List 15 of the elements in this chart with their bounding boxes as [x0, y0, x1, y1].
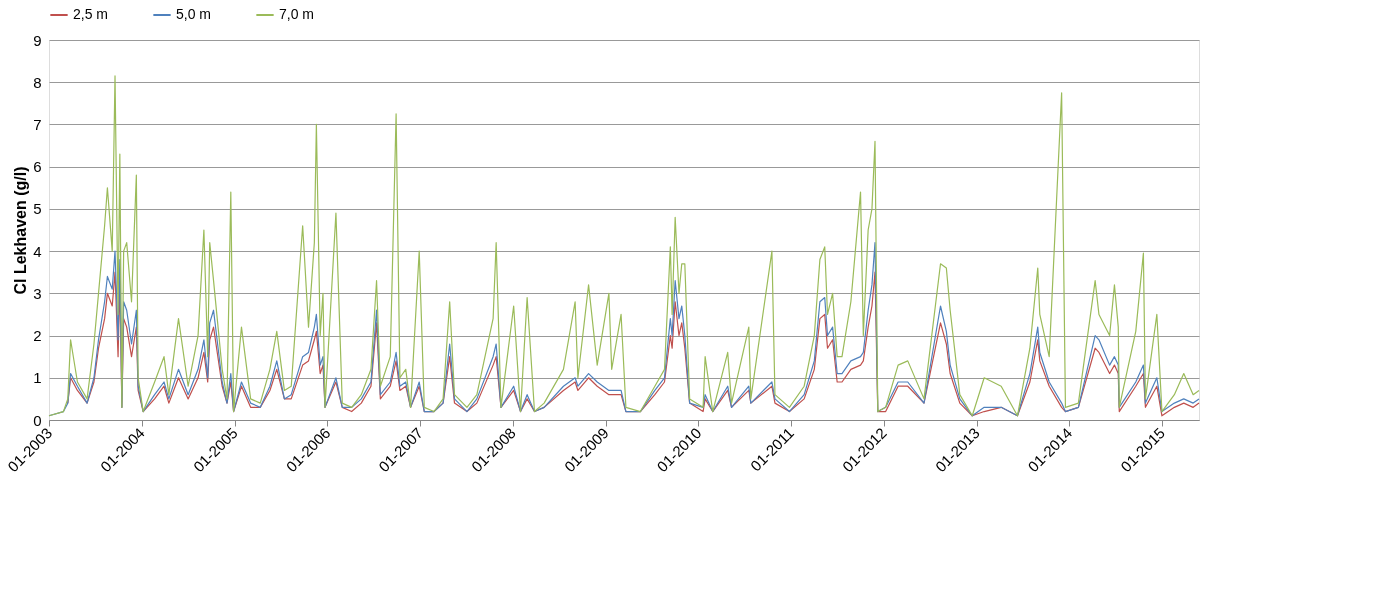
y-tick-label: 9: [33, 31, 42, 49]
y-tick-label: 8: [33, 73, 42, 91]
y-tick-label: 6: [33, 158, 42, 176]
legend-label: 2,5 m: [73, 6, 109, 22]
y-tick-label: 1: [33, 369, 42, 387]
y-tick-label: 2: [33, 327, 42, 345]
y-axis-title: Cl Lekhaven (g/l): [12, 166, 30, 295]
y-tick-label: 7: [33, 115, 42, 133]
y-tick-label: 5: [33, 200, 42, 218]
y-tick-label: 0: [33, 411, 42, 429]
y-tick-label: 3: [33, 284, 42, 302]
legend-label: 7,0 m: [279, 6, 315, 22]
legend-label: 5,0 m: [176, 6, 212, 22]
line-series: [48, 75, 1200, 417]
y-tick-label: 4: [33, 242, 42, 260]
